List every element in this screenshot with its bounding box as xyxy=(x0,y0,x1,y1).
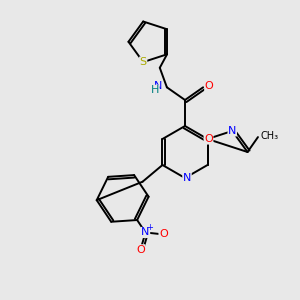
Text: O: O xyxy=(136,245,145,255)
Text: N: N xyxy=(141,227,150,238)
Text: CH₃: CH₃ xyxy=(261,131,279,141)
Text: +: + xyxy=(146,223,153,232)
Text: N: N xyxy=(154,81,162,91)
Text: N: N xyxy=(183,173,191,183)
Text: O: O xyxy=(204,134,213,144)
Text: H: H xyxy=(151,85,159,95)
Text: O: O xyxy=(205,81,214,91)
Text: O: O xyxy=(159,230,168,239)
Text: S: S xyxy=(140,57,147,67)
Text: N: N xyxy=(228,126,236,136)
